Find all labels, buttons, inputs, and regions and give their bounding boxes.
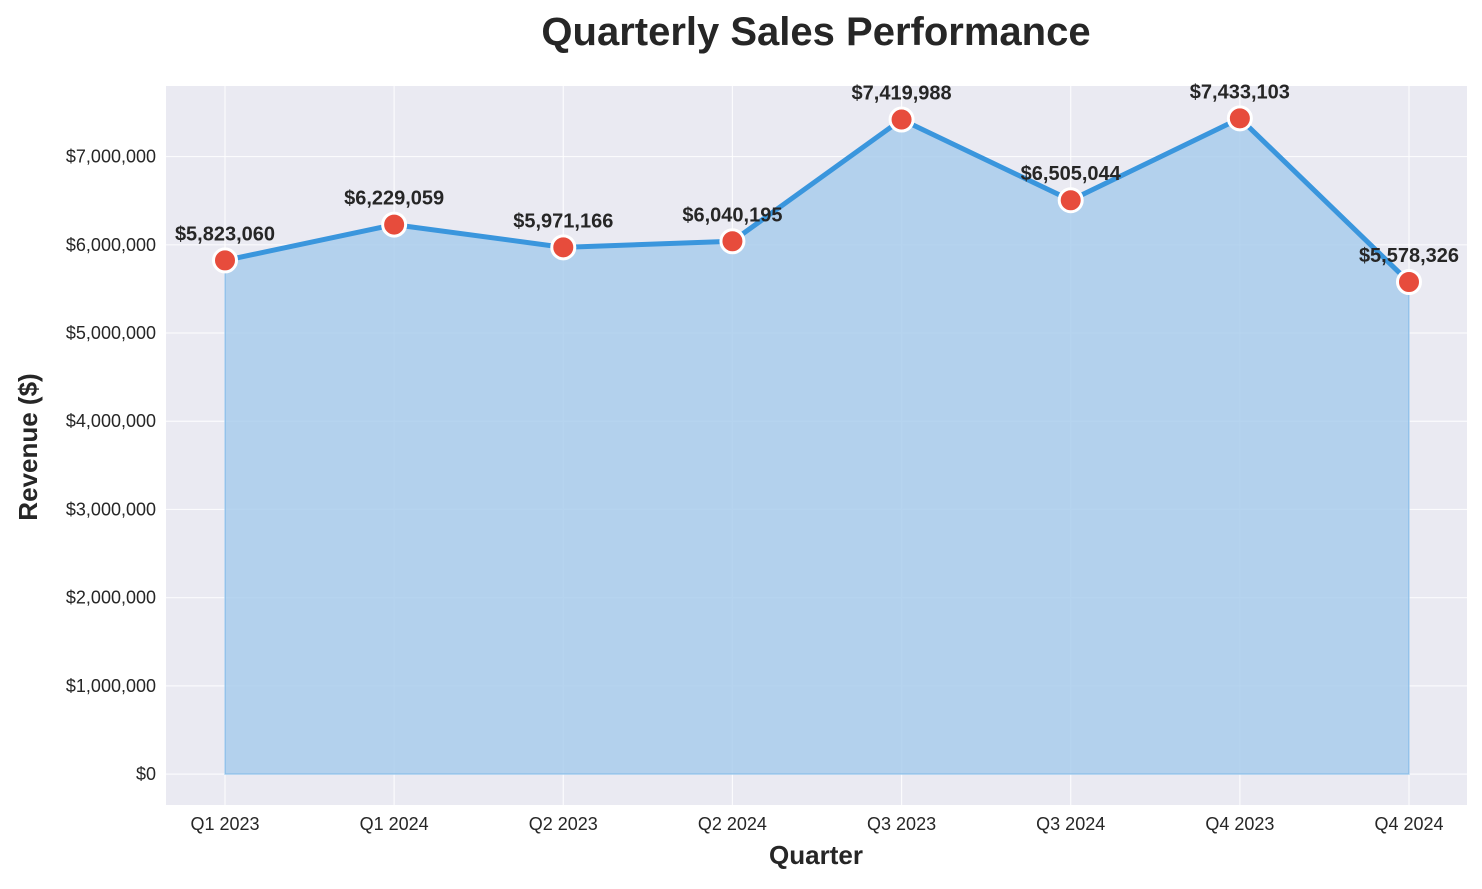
series-line bbox=[222, 115, 1412, 285]
x-tick-label-7: Q4 2024 bbox=[1374, 814, 1443, 834]
marker-layer bbox=[212, 105, 1422, 295]
x-tick-label-1: Q1 2024 bbox=[360, 814, 429, 834]
y-tick-label-7: $7,000,000 bbox=[66, 147, 156, 167]
data-point-7 bbox=[1396, 268, 1422, 295]
y-tick-label-4: $4,000,000 bbox=[66, 411, 156, 431]
data-point-5 bbox=[1057, 187, 1084, 214]
y-tick-label-2: $2,000,000 bbox=[66, 588, 156, 608]
data-label-2: $5,971,166 bbox=[513, 210, 613, 232]
x-tick-label-2: Q2 2023 bbox=[529, 814, 598, 834]
data-label-5: $6,505,044 bbox=[1021, 163, 1122, 185]
y-tick-label-1: $1,000,000 bbox=[66, 676, 156, 696]
x-tick-label-0: Q1 2023 bbox=[190, 814, 259, 834]
data-label-1: $6,229,059 bbox=[344, 188, 444, 210]
data-point-1 bbox=[381, 211, 408, 238]
data-point-2 bbox=[550, 234, 577, 261]
data-label-layer: $5,823,060 $6,229,059 $5,971,166 $6,040,195… bbox=[175, 81, 1459, 267]
tick-layer: Q1 2023 Q1 2024 Q2 2023 Q2 2024 Q3 2023 Q3 20… bbox=[66, 147, 1444, 834]
data-point-0 bbox=[212, 247, 238, 274]
data-label-0: $5,823,060 bbox=[175, 223, 275, 245]
data-label-3: $6,040,195 bbox=[682, 204, 782, 226]
x-tick-label-5: Q3 2024 bbox=[1036, 814, 1105, 834]
y-tick-label-0: $0 bbox=[136, 764, 156, 784]
x-tick-label-6: Q4 2023 bbox=[1205, 814, 1274, 834]
chart-title: Quarterly Sales Performance bbox=[541, 10, 1090, 54]
y-axis-label: Revenue ($) bbox=[13, 373, 43, 520]
data-label-6: $7,433,103 bbox=[1190, 81, 1290, 103]
x-axis-label: Quarter bbox=[769, 840, 863, 870]
x-tick-label-4: Q3 2023 bbox=[867, 814, 936, 834]
y-tick-label-5: $5,000,000 bbox=[66, 323, 156, 343]
data-point-4 bbox=[888, 106, 915, 133]
y-tick-label-3: $3,000,000 bbox=[66, 499, 156, 519]
data-point-6 bbox=[1226, 105, 1253, 132]
data-point-3 bbox=[719, 228, 746, 255]
x-tick-label-3: Q2 2024 bbox=[698, 814, 767, 834]
data-label-7: $5,578,326 bbox=[1359, 245, 1459, 267]
y-tick-label-6: $6,000,000 bbox=[66, 235, 156, 255]
data-label-4: $7,419,988 bbox=[852, 83, 952, 105]
